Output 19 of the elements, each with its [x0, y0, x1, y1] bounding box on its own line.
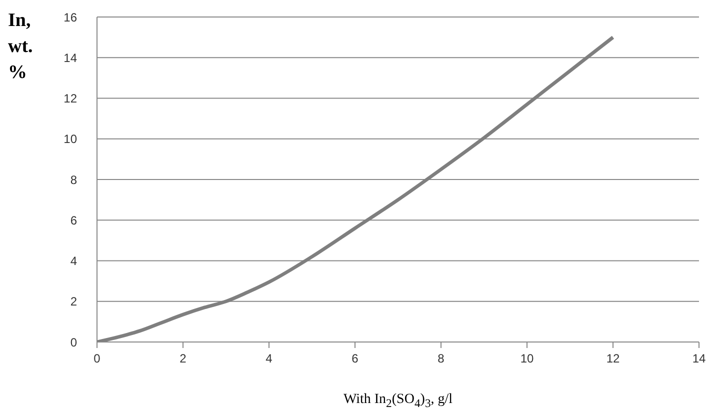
y-tick-label: 4 [70, 254, 78, 268]
x-tick-label: 8 [438, 352, 445, 366]
y-tick-label: 6 [70, 213, 78, 228]
y-tick-label: 14 [64, 50, 78, 65]
x-tick-label: 10 [520, 352, 534, 366]
x-tick-label: 0 [94, 352, 101, 366]
y-tick-label: 16 [64, 10, 78, 24]
y-tick-label: 2 [70, 294, 78, 309]
y-tick-label: 12 [64, 92, 78, 106]
x-tick-label: 6 [352, 352, 359, 366]
y-tick-label: 10 [64, 132, 78, 146]
x-tick-label: 2 [180, 352, 187, 366]
x-tick-label: 12 [606, 352, 620, 366]
y-axis-title: In, wt. % [8, 9, 33, 85]
y-tick-label: 8 [70, 172, 78, 187]
y-tick-label: 0 [70, 335, 78, 350]
x-tick-label: 14 [692, 352, 706, 366]
x-tick-label: 4 [266, 352, 273, 366]
x-axis-title: With In$_{2}$(SO$_{4}$)$_{3}$, g/l [342, 392, 454, 410]
